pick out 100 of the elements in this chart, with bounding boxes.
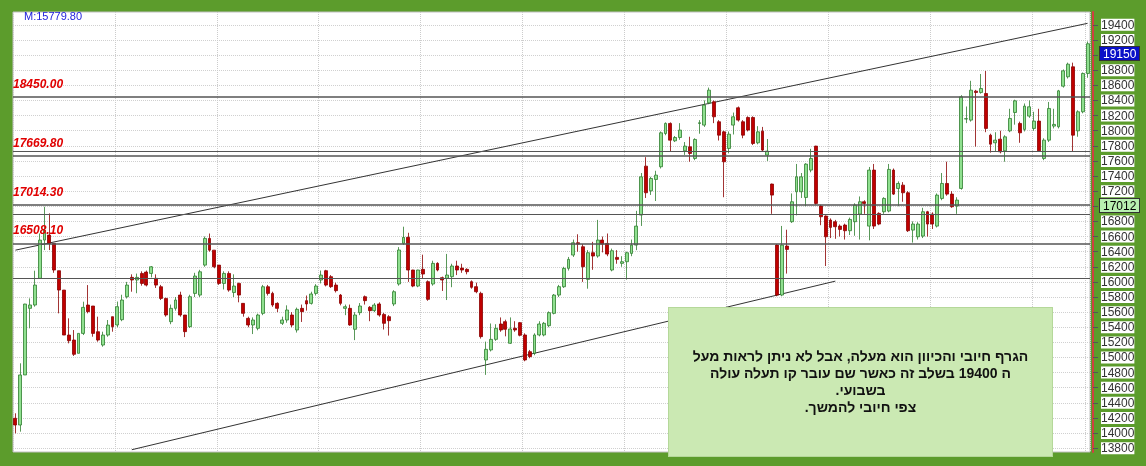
ref-line-label: 17669.80 bbox=[13, 135, 64, 150]
candlestick bbox=[305, 295, 308, 312]
candlestick bbox=[761, 126, 764, 153]
candlestick bbox=[508, 317, 512, 345]
candlestick bbox=[993, 131, 997, 153]
y-tick-label: 17600 bbox=[1101, 153, 1135, 168]
candlestick bbox=[402, 226, 405, 246]
candlestick bbox=[615, 249, 619, 265]
candlestick bbox=[237, 282, 241, 303]
candlestick bbox=[1018, 121, 1022, 144]
y-tick-label: 14000 bbox=[1101, 426, 1135, 441]
candlestick bbox=[1037, 108, 1041, 153]
candlestick bbox=[668, 121, 672, 152]
candlestick bbox=[232, 273, 236, 298]
candlestick bbox=[780, 225, 784, 297]
text: 17012 bbox=[1099, 198, 1141, 213]
candlestick bbox=[295, 307, 299, 333]
candlestick bbox=[227, 270, 231, 293]
text: 19150 bbox=[1099, 46, 1141, 61]
candlestick bbox=[358, 302, 362, 316]
candlestick bbox=[683, 141, 687, 156]
candlestick bbox=[203, 236, 207, 268]
candlestick bbox=[596, 219, 600, 259]
candlestick bbox=[712, 100, 716, 124]
candlestick bbox=[368, 305, 372, 322]
candlestick bbox=[474, 282, 478, 294]
candlestick bbox=[581, 243, 585, 283]
candlestick bbox=[979, 73, 983, 95]
y-tick-label: 16200 bbox=[1101, 259, 1135, 274]
y-tick-label: 16800 bbox=[1101, 214, 1135, 229]
candlestick bbox=[241, 302, 245, 318]
candlestick bbox=[111, 316, 114, 333]
y-tick-label: 18600 bbox=[1101, 78, 1135, 93]
candlestick bbox=[727, 131, 731, 154]
candlestick bbox=[862, 199, 866, 215]
candlestick bbox=[731, 112, 735, 135]
candlestick bbox=[300, 304, 304, 323]
y-tick-label: 15400 bbox=[1101, 320, 1135, 335]
ref-line-label: 18450.00 bbox=[13, 76, 64, 91]
y-tick-label: 18400 bbox=[1101, 93, 1135, 108]
candlestick bbox=[984, 70, 988, 133]
candlestick bbox=[397, 246, 401, 287]
candlestick bbox=[372, 302, 376, 313]
y-tick-label: 14200 bbox=[1101, 410, 1135, 425]
y-tick-label: 16000 bbox=[1101, 274, 1135, 289]
y-tick-label: 15200 bbox=[1101, 335, 1135, 350]
candlestick bbox=[290, 311, 294, 328]
candlestick bbox=[426, 279, 430, 302]
candlestick bbox=[785, 229, 789, 274]
candlestick bbox=[479, 291, 483, 339]
candlestick bbox=[1032, 111, 1036, 132]
candlestick bbox=[125, 281, 129, 299]
candlestick bbox=[639, 172, 643, 227]
text-box: הגרף חיובי והכיוון הוא מעלה, אבל לא ניתן לראות מעל ה 19400 בשלב זה כאשר שם עובר קו תעלה עולה בשבועי. צפי חיובי להמשך. bbox=[668, 307, 1053, 457]
candlestick bbox=[149, 265, 153, 278]
candlestick bbox=[896, 180, 900, 207]
y-tick-label: 17200 bbox=[1101, 184, 1135, 199]
y-tick-label: 18800 bbox=[1101, 63, 1135, 78]
y-tick-label: 16400 bbox=[1101, 244, 1135, 259]
candlestick bbox=[246, 316, 250, 328]
candlestick bbox=[261, 284, 265, 316]
y-tick-label: 19200 bbox=[1101, 32, 1135, 47]
candlestick bbox=[499, 317, 503, 333]
y-tick-label: 19400 bbox=[1101, 17, 1135, 32]
candlestick bbox=[1071, 62, 1075, 153]
candlestick bbox=[1003, 134, 1007, 163]
y-tick-label: 15000 bbox=[1101, 350, 1135, 365]
candlestick bbox=[974, 89, 978, 147]
candlestick bbox=[339, 293, 342, 306]
y-tick-label: 17800 bbox=[1101, 138, 1135, 153]
candlestick bbox=[736, 106, 740, 123]
candlestick bbox=[998, 130, 1002, 154]
candlestick bbox=[1008, 108, 1012, 133]
candlestick bbox=[756, 125, 760, 145]
candlestick bbox=[392, 289, 396, 307]
y-tick-label: 18200 bbox=[1101, 108, 1135, 123]
y-tick-label: 13800 bbox=[1101, 441, 1135, 456]
candlestick bbox=[144, 270, 148, 287]
y-tick-label: 14800 bbox=[1101, 365, 1135, 380]
annotation: M:15779.80 bbox=[24, 10, 83, 22]
candlestick bbox=[688, 136, 692, 163]
candlestick bbox=[989, 133, 992, 154]
candlestick bbox=[1013, 99, 1017, 126]
ref-line-label: 17014.30 bbox=[13, 185, 64, 200]
candlestick bbox=[363, 295, 367, 305]
candlestick bbox=[353, 311, 357, 341]
candlestick bbox=[343, 304, 347, 316]
y-tick-label: 15600 bbox=[1101, 305, 1135, 320]
y-tick-label: 17400 bbox=[1101, 169, 1135, 184]
candlestick bbox=[421, 254, 425, 279]
candlestick bbox=[644, 156, 648, 199]
candlestick bbox=[348, 304, 352, 327]
y-tick-label: 14600 bbox=[1101, 380, 1135, 395]
candlestick bbox=[188, 294, 192, 329]
y-tick-label: 18000 bbox=[1101, 123, 1135, 138]
candlestick bbox=[610, 248, 614, 272]
y-tick-label: 15800 bbox=[1101, 290, 1135, 305]
candlestick bbox=[222, 270, 226, 290]
candlestick bbox=[503, 319, 507, 337]
candlestick bbox=[13, 412, 17, 434]
